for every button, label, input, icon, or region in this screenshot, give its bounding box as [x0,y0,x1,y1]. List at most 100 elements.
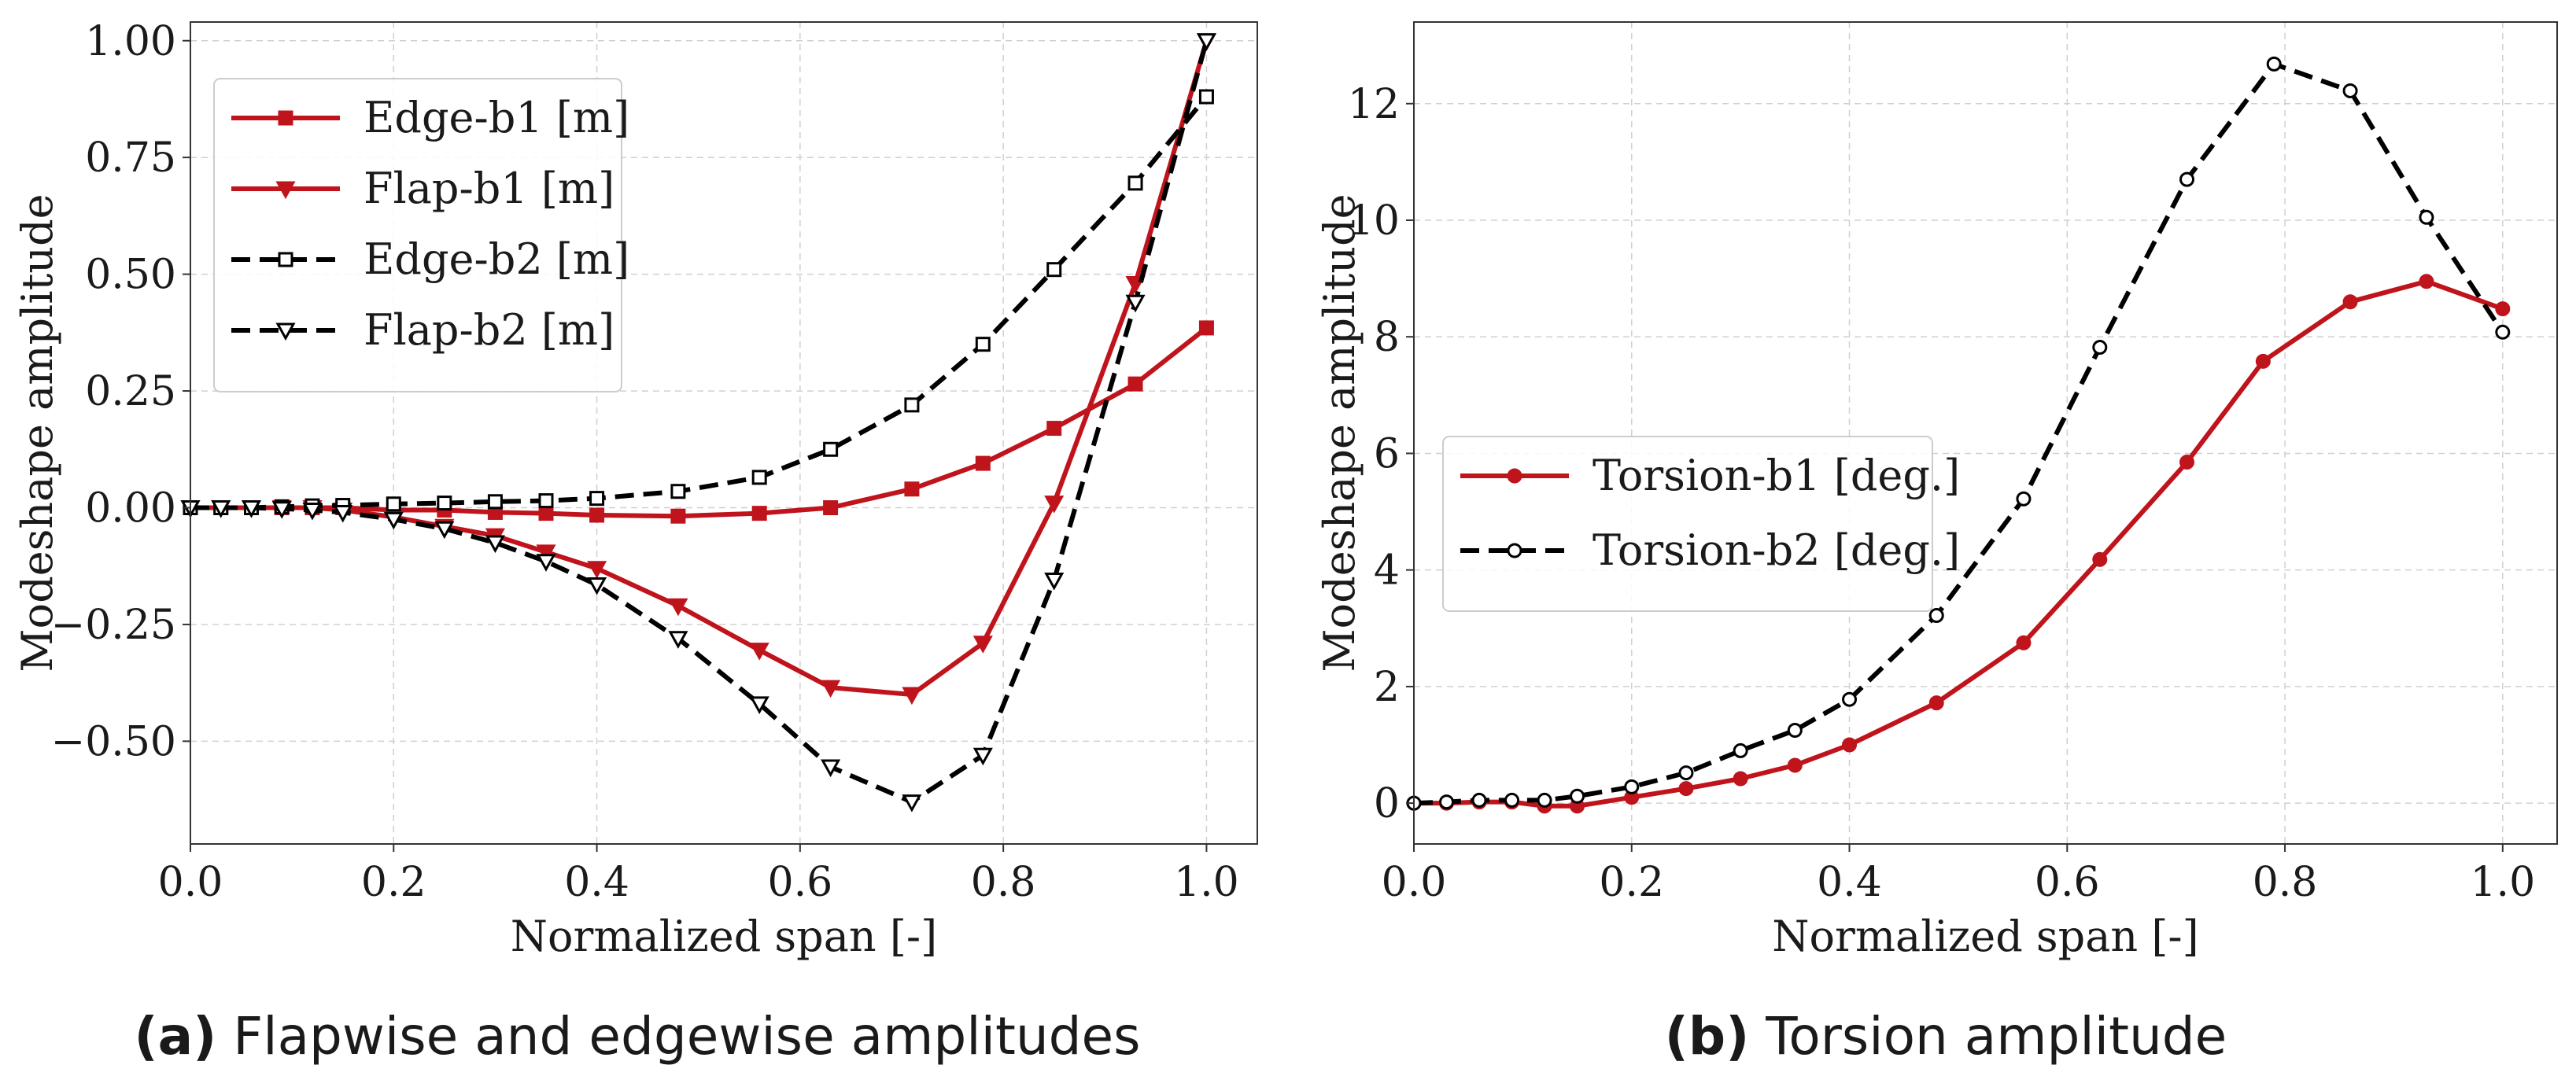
chart-b-legend: Torsion-b1 [deg.] Torsion-b2 [deg.] [1442,436,1960,612]
chart-a-series-3-point-4 [302,502,323,521]
chart-b-series-1-point-6 [1624,779,1640,794]
chart-a-series-3-point-2 [241,500,262,518]
chart-a-series-3-point-9 [536,554,556,572]
chart-a-series-0-point-17 [1127,376,1143,392]
chart-b-series-1-point-7 [1678,765,1694,781]
chart-a-caption: (a) Flapwise and edgewise amplitudes [134,1006,1140,1067]
chart-a-xtick-label-3: 0.6 [768,859,833,906]
chart-a-series-0-point-13 [823,500,839,515]
chart-b-caption-label: (b) [1665,1006,1750,1067]
chart-b-ytick-label-4: 8 [1374,314,1400,361]
chart-b-series-0-point-16 [2342,294,2358,310]
chart-b-series-0-point-15 [2255,353,2271,369]
chart-b-series-0-point-9 [1787,757,1803,773]
chart-b-frame [1413,21,2558,845]
chart-a-xtick-label-2: 0.4 [564,859,629,906]
chart-b-legend-marker-0 [1507,468,1522,484]
chart-a-legend-box [213,78,622,392]
chart-b-ytick-label-2: 4 [1374,547,1400,595]
chart-a-series-2-point-18 [1198,89,1214,105]
chart-a-series-2-point-6 [386,496,401,512]
chart-b-series-1-point-15 [2266,56,2282,72]
chart-b-series-1-point-18 [2495,324,2511,340]
chart-a-xtick-label-4: 0.8 [971,859,1036,906]
chart-b-ytick-label-3: 6 [1374,430,1400,477]
chart-a-series-1-point-9 [536,544,556,562]
chart-a-legend-marker-2 [278,252,293,267]
chart-a-series-3-point-1 [211,500,231,518]
chart-a-series-0-point-16 [1046,421,1062,437]
chart-a-series-1-point-13 [821,680,841,698]
chart-a-legend-marker-1 [275,181,296,200]
chart-b-caption: (b) Torsion amplitude [1665,1006,2227,1067]
chart-a-legend: Edge-b1 [m] Flap-b1 [m] Edge-b2 [m] Flap-b2… [213,78,629,392]
chart-a-series-3-point-10 [587,577,607,595]
chart-a-legend-label-0: Edge-b1 [m] [364,93,629,142]
chart-a: 0.0 0.2 0.4 0.6 0.8 1.0 −0.50 −0.25 0.00 0.25 0.50… [13,18,1258,1067]
chart-a-series-3-point-13 [821,759,841,778]
chart-a-legend-marker-0 [278,110,293,126]
chart-b-series-1-point-11 [1928,607,1944,623]
chart-a-ytick-label-1: −0.25 [51,602,176,649]
chart-a-series-3-point-14 [902,794,922,812]
chart-b-xtick-label-1: 0.2 [1599,859,1664,906]
chart-a-xtick-label-5: 1.0 [1174,859,1239,906]
chart-a-series-0-point-10 [589,507,605,523]
chart-a-series-0-point-14 [904,481,920,497]
chart-b-series-0-point-14 [2179,455,2195,470]
chart-a-series-0-point-12 [751,506,767,521]
chart-a-ytick-label-4: 0.50 [85,252,176,299]
chart-a-legend-marker-3 [275,322,296,341]
chart-a-caption-text: Flapwise and edgewise amplitudes [216,1006,1140,1067]
chart-a-series-3-point-17 [1125,294,1146,313]
chart-a-series-2-point-16 [1046,262,1062,278]
chart-b-legend-label-0: Torsion-b1 [deg.] [1592,451,1960,500]
chart-b-ytick-label-6: 12 [1348,81,1400,128]
chart-b-xtick-label-5: 1.0 [2470,859,2535,906]
chart-b-caption-text: Torsion amplitude [1749,1006,2227,1067]
chart-a-series-3-point-5 [333,504,353,523]
chart-b-series-0-point-18 [2495,301,2511,317]
chart-b-series-0-point-10 [1842,737,1858,753]
chart-b-series-1-point-5 [1570,788,1585,804]
chart-a-series-3 [180,33,1216,812]
chart-a-series-2-point-17 [1127,175,1143,191]
chart-a-series-2-point-10 [589,491,605,507]
chart-a-series [180,33,1216,812]
chart-a-series-3-point-16 [1044,573,1065,591]
chart-b-legend-label-1: Torsion-b2 [deg.] [1592,525,1960,575]
chart-a-frame [190,21,1258,845]
chart-b-ylabel: Modeshape amplitude [1315,193,1364,672]
chart-b-series-0-point-17 [2419,274,2434,289]
chart-b: 0.0 0.2 0.4 0.6 0.8 1.0 0 2 4 6 8 10 12 Normalized s… [1315,21,2558,1067]
chart-b-series-1 [1406,56,2511,811]
chart-b-ytick-label-1: 2 [1374,664,1400,711]
chart-b-series-1-point-2 [1471,792,1487,808]
chart-a-ylabel: Modeshape amplitude [13,193,62,672]
chart-a-xtick-label-0: 0.0 [158,859,223,906]
chart-b-legend-box [1442,436,1933,612]
chart-b-xlabel: Normalized span [-] [1772,912,2198,961]
chart-b-series-1-point-13 [2092,340,2108,356]
chart-a-series-2-point-9 [538,493,554,509]
chart-a-ticks: 0.0 0.2 0.4 0.6 0.8 1.0 −0.50 −0.25 0.00 0.25 0.50… [51,18,1239,906]
chart-a-series-1-point-16 [1044,496,1065,514]
chart-a-series-2-point-12 [751,470,767,485]
chart-a-series-0-point-9 [538,506,554,521]
chart-b-series-1-point-9 [1787,722,1803,738]
chart-a-legend-label-2: Edge-b2 [m] [364,234,629,284]
chart-b-series-1-point-14 [2179,171,2195,187]
chart-b-series-1-point-8 [1733,742,1748,758]
chart-a-series-0-point-11 [670,508,686,524]
chart-a-series-2-point-7 [437,496,452,511]
chart-b-xtick-label-2: 0.4 [1817,859,1882,906]
chart-a-ytick-label-3: 0.25 [85,368,176,415]
chart-a-ytick-label-2: 0.00 [85,485,176,532]
chart-b-legend-marker-1 [1507,543,1522,558]
chart-a-ytick-label-5: 0.75 [85,134,176,182]
chart-b-xtick-label-4: 0.8 [2253,859,2318,906]
chart-a-legend-label-3: Flap-b2 [m] [364,305,614,355]
chart-a-series-3-point-11 [668,631,688,649]
chart-a-series-1-point-11 [668,598,688,617]
chart-b-ytick-label-5: 10 [1348,197,1400,245]
